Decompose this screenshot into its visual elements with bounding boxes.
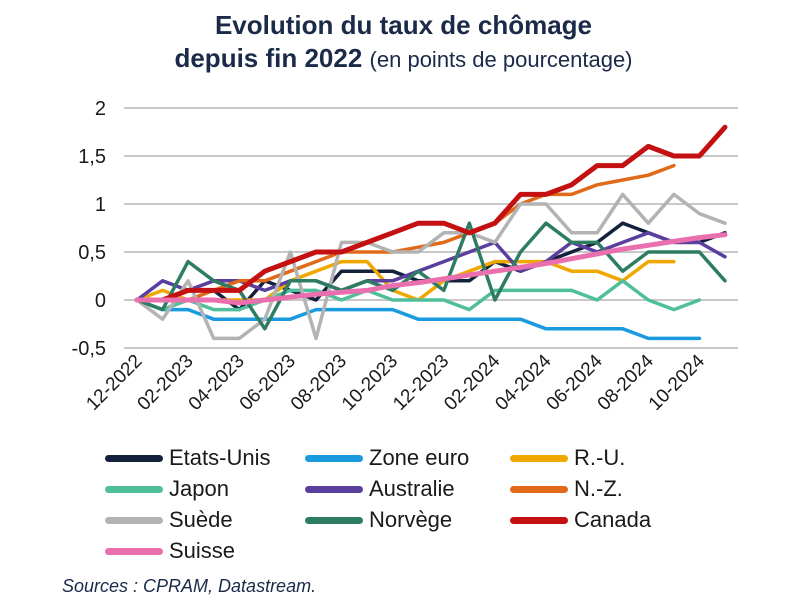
title-line-2: depuis fin 2022 (en points de pourcentag…	[0, 42, 807, 76]
legend-swatch	[305, 516, 363, 524]
x-tick-label: 06-2023	[236, 351, 300, 415]
x-tick-label: 08-2023	[287, 351, 351, 415]
legend-label: N.-Z.	[574, 476, 623, 501]
legend-label: R.-U.	[574, 445, 626, 470]
legend-item: Australie	[305, 474, 455, 504]
title-line-1: Evolution du taux de chômage	[214, 10, 593, 40]
legend-item: Suède	[105, 505, 233, 535]
x-tick-label: 04-2024	[491, 350, 555, 414]
legend-label: Canada	[574, 507, 652, 532]
x-tick-label: 02-2024	[440, 350, 504, 414]
legend-item: N.-Z.	[510, 474, 623, 504]
legend-item: Canada	[510, 505, 651, 535]
x-tick-label: 08-2024	[594, 350, 658, 414]
legend-label: Australie	[369, 476, 455, 501]
series-line-norv-ge	[135, 221, 727, 331]
x-tick-label: 12-2022	[82, 351, 146, 415]
source-note: Sources : CPRAM, Datastream.	[62, 576, 317, 596]
legend-item: Etats-Unis	[105, 443, 270, 473]
legend-label: Norvège	[369, 507, 453, 532]
legend-label: Suisse	[169, 538, 236, 563]
legend-label: Japon	[169, 476, 229, 501]
legend-item: Norvège	[305, 505, 452, 535]
legend-item: R.-U.	[510, 443, 625, 473]
line-chart: -0,500,511,5212-202202-202304-202306-202…	[72, 98, 738, 415]
legend-label: Etats-Unis	[169, 445, 271, 470]
x-tick-label: 04-2023	[185, 351, 249, 415]
legend-swatch	[105, 485, 163, 493]
legend-item: Japon	[105, 474, 229, 504]
x-tick-label: 12-2023	[389, 351, 453, 415]
x-tick-label: 06-2024	[543, 350, 607, 414]
legend-swatch	[105, 547, 163, 555]
title-subtitle: (en points de pourcentage)	[369, 47, 633, 72]
y-tick-label: 1	[95, 194, 106, 216]
legend-swatch	[510, 454, 568, 462]
y-tick-label: 0	[95, 290, 106, 312]
legend-swatch	[305, 485, 363, 493]
y-tick-label: 0,5	[78, 242, 106, 264]
y-tick-label: 1,5	[78, 146, 106, 168]
y-tick-label: 2	[95, 98, 106, 120]
legend-label: Suède	[169, 507, 233, 532]
legend-label: Zone euro	[369, 445, 470, 470]
legend-item: Zone euro	[305, 443, 469, 473]
series-line-suisse	[134, 232, 728, 306]
x-tick-label: 02-2023	[134, 351, 198, 415]
title-line-2-bold: depuis fin 2022	[174, 43, 363, 73]
series-line-canada	[134, 124, 728, 303]
series-line-japon	[135, 279, 702, 312]
series-line-zone-euro	[135, 298, 702, 341]
x-tick-label: 10-2024	[645, 350, 709, 414]
legend-swatch	[305, 454, 363, 462]
legend-swatch	[510, 516, 568, 524]
legend-item: Suisse	[105, 536, 235, 566]
legend-swatch	[105, 516, 163, 524]
y-tick-label: -0,5	[72, 338, 106, 360]
x-tick-label: 10-2023	[338, 351, 402, 415]
series-line-su-de	[135, 192, 727, 341]
chart-title: Evolution du taux de chômage depuis fin …	[0, 8, 807, 76]
legend-swatch	[105, 454, 163, 462]
legend-swatch	[510, 485, 568, 493]
